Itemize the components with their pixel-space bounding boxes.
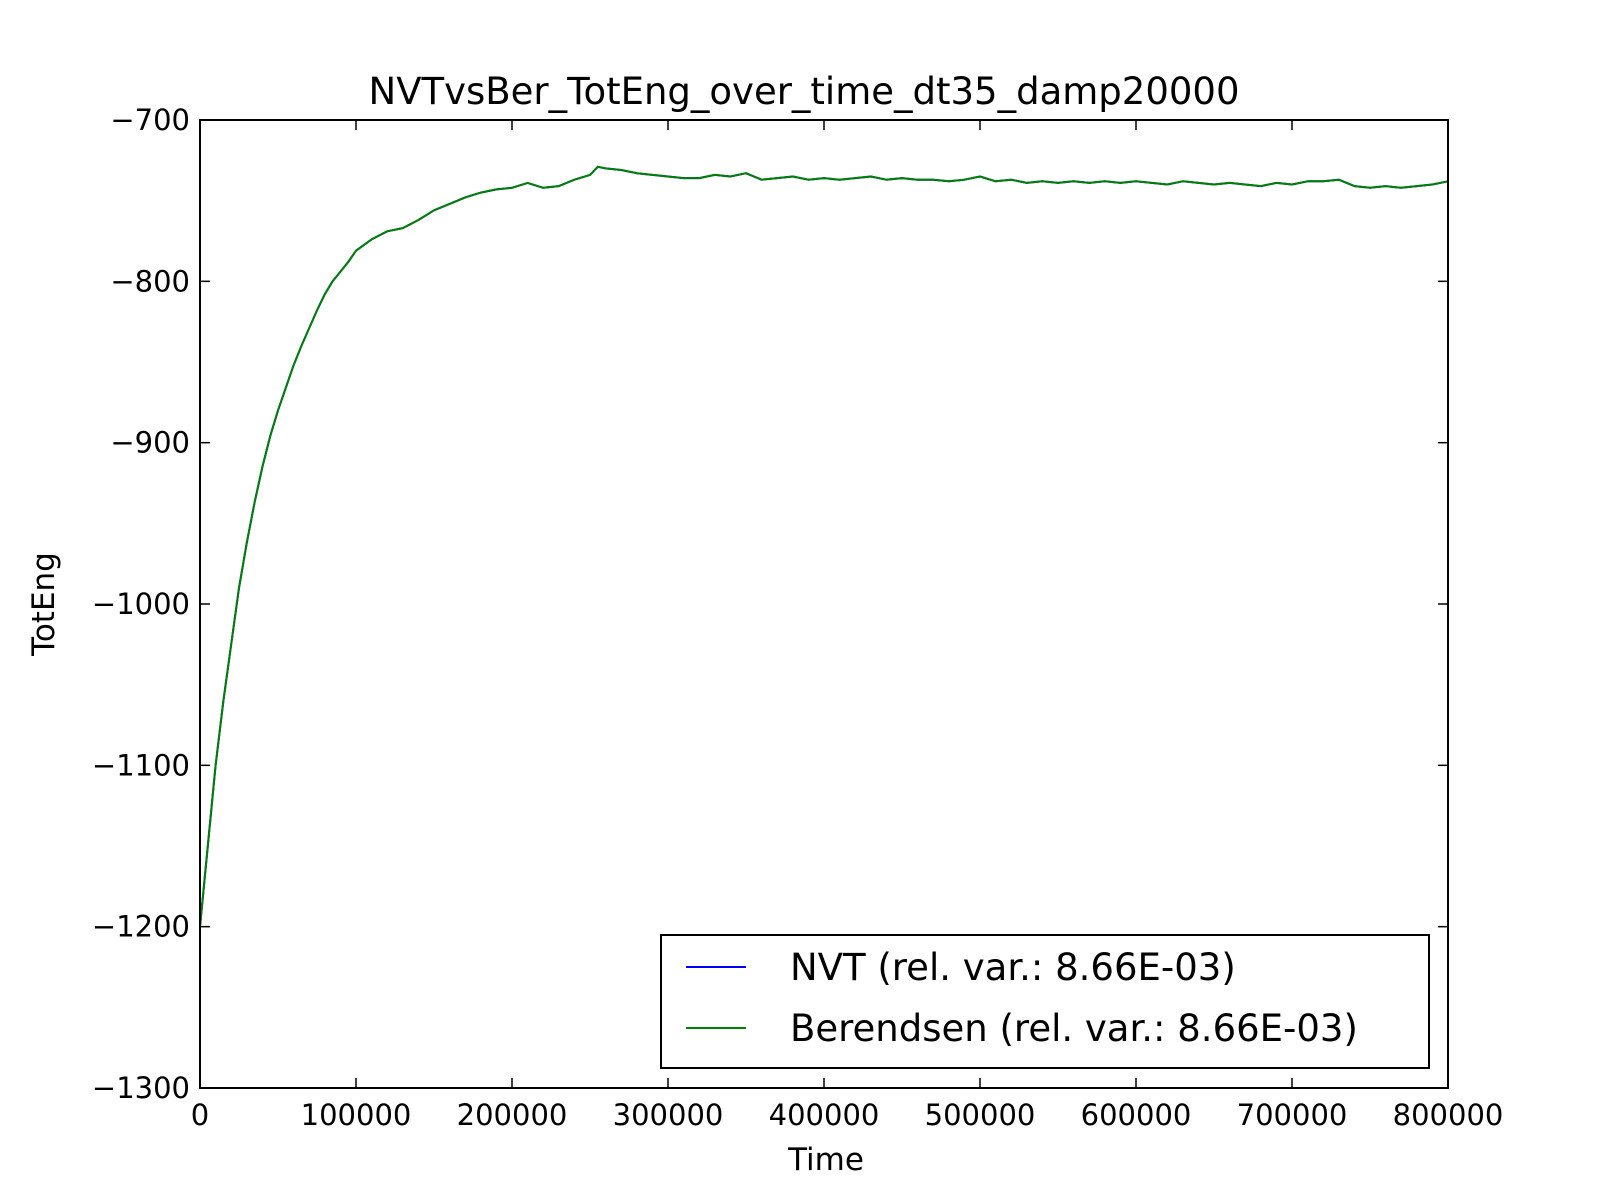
chart-title: NVTvsBer_TotEng_over_time_dt35_damp20000 bbox=[369, 70, 1240, 113]
plot-frame bbox=[199, 119, 1449, 1089]
x-tick-label: 100000 bbox=[301, 1098, 412, 1132]
x-tick-label: 800000 bbox=[1393, 1098, 1504, 1132]
y-tick-label: −1200 bbox=[92, 910, 190, 944]
legend-box bbox=[660, 934, 1430, 1069]
y-tick-label: −800 bbox=[110, 264, 190, 298]
x-tick-label: 300000 bbox=[613, 1098, 724, 1132]
legend-label-nvt: NVT (rel. var.: 8.66E-03) bbox=[790, 946, 1236, 989]
x-tick-label: 700000 bbox=[1237, 1098, 1348, 1132]
y-tick-label: −1300 bbox=[92, 1071, 190, 1105]
x-tick-label: 500000 bbox=[925, 1098, 1036, 1132]
series-line-berendsen bbox=[199, 165, 1449, 927]
x-tick-label: 400000 bbox=[769, 1098, 880, 1132]
tick-labels-layer: 0 100000 200000 300000 400000 500000 600000 700… bbox=[92, 103, 1503, 1132]
x-axis-title: Time bbox=[787, 1142, 864, 1178]
x-tick-label: 200000 bbox=[457, 1098, 568, 1132]
series-layer bbox=[199, 165, 1449, 927]
x-tick-label: 0 bbox=[191, 1098, 209, 1132]
y-tick-label: −1100 bbox=[92, 748, 190, 782]
y-tick-label: −1000 bbox=[92, 587, 190, 621]
series-line-nvt bbox=[199, 165, 1449, 927]
x-tick-label: 600000 bbox=[1081, 1098, 1192, 1132]
y-axis-title: TotEng bbox=[26, 552, 62, 657]
y-tick-label: −700 bbox=[110, 103, 190, 137]
legend: NVT (rel. var.: 8.66E-03) Berendsen (rel… bbox=[660, 934, 1430, 1069]
legend-label-berendsen: Berendsen (rel. var.: 8.66E-03) bbox=[790, 1007, 1358, 1050]
y-tick-label: −900 bbox=[110, 426, 190, 460]
